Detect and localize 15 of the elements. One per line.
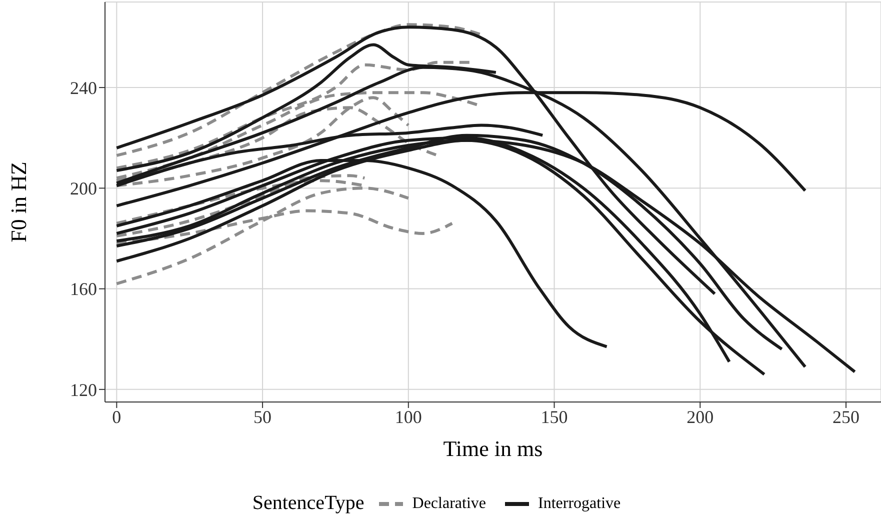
legend-title: SentenceType [252,492,364,515]
y-tick-label: 160 [70,279,97,300]
x-tick-label: 250 [832,406,860,427]
x-tick-label: 150 [540,406,568,427]
legend-label: Declarative [412,494,486,512]
x-axis-title: Time in ms [443,436,543,461]
legend-label: Interrogative [538,494,621,512]
x-tick-label: 200 [686,406,714,427]
x-tick-label: 50 [254,406,272,427]
y-axis-title: F0 in HZ [6,162,31,242]
y-tick-label: 240 [70,78,97,98]
x-tick-label: 0 [112,406,122,427]
y-tick-label: 120 [70,380,97,400]
y-tick-label: 200 [70,178,97,199]
x-tick-label: 100 [394,406,422,427]
